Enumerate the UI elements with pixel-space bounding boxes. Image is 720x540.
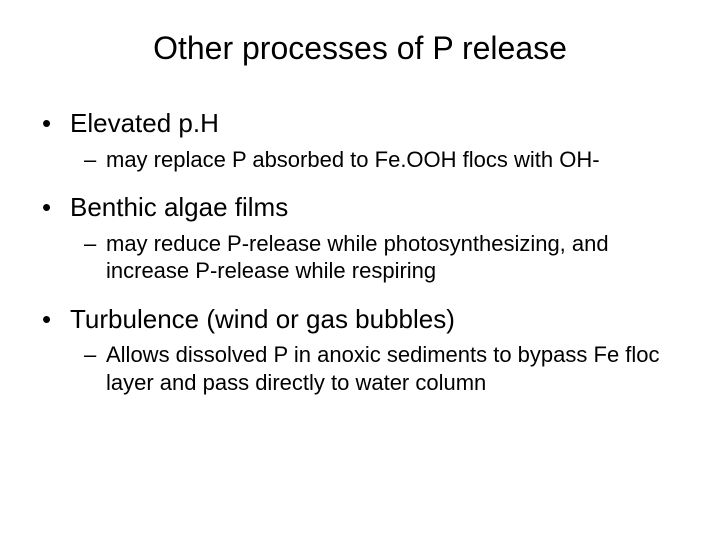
- bullet-dot-icon: •: [40, 107, 70, 140]
- sub-list: – may replace P absorbed to Fe.OOH flocs…: [40, 146, 680, 174]
- bullet-dot-icon: •: [40, 303, 70, 336]
- sub-list: – may reduce P-release while photosynthe…: [40, 230, 680, 285]
- bullet-list: • Elevated p.H – may replace P absorbed …: [40, 107, 680, 396]
- level2-text: Allows dissolved P in anoxic sediments t…: [106, 341, 680, 396]
- level1-text: Turbulence (wind or gas bubbles): [70, 303, 680, 336]
- level1-row: • Turbulence (wind or gas bubbles): [40, 303, 680, 336]
- slide: Other processes of P release • Elevated …: [0, 0, 720, 540]
- bullet-dash-icon: –: [84, 146, 106, 174]
- level2-text: may replace P absorbed to Fe.OOH flocs w…: [106, 146, 680, 174]
- list-item: – Allows dissolved P in anoxic sediments…: [40, 341, 680, 396]
- list-item: • Turbulence (wind or gas bubbles) – All…: [40, 303, 680, 397]
- list-item: • Benthic algae films – may reduce P-rel…: [40, 191, 680, 285]
- level1-text: Elevated p.H: [70, 107, 680, 140]
- list-item: • Elevated p.H – may replace P absorbed …: [40, 107, 680, 173]
- bullet-dot-icon: •: [40, 191, 70, 224]
- sub-list: – Allows dissolved P in anoxic sediments…: [40, 341, 680, 396]
- slide-title: Other processes of P release: [40, 30, 680, 67]
- list-item: – may reduce P-release while photosynthe…: [40, 230, 680, 285]
- list-item: – may replace P absorbed to Fe.OOH flocs…: [40, 146, 680, 174]
- bullet-dash-icon: –: [84, 230, 106, 258]
- level1-text: Benthic algae films: [70, 191, 680, 224]
- level2-text: may reduce P-release while photosynthesi…: [106, 230, 680, 285]
- level1-row: • Benthic algae films: [40, 191, 680, 224]
- bullet-dash-icon: –: [84, 341, 106, 369]
- level1-row: • Elevated p.H: [40, 107, 680, 140]
